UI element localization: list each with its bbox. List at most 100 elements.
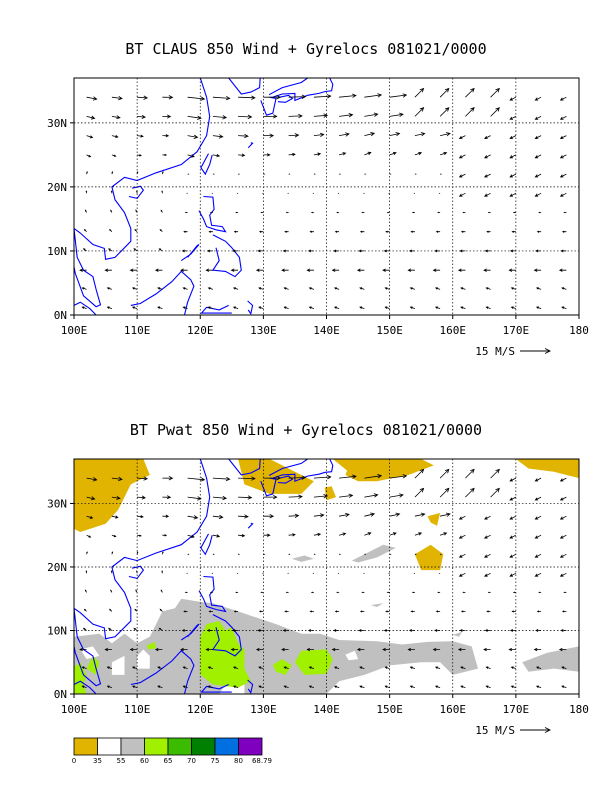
wind-vector <box>509 515 517 520</box>
wind-vector <box>462 591 466 594</box>
wind-vector <box>162 114 172 119</box>
wind-vector <box>111 515 119 519</box>
wind-vector <box>307 629 314 632</box>
wind-vector <box>134 228 138 232</box>
wind-vector <box>364 532 372 536</box>
wind-vector <box>82 627 87 631</box>
wind-vector <box>535 666 542 669</box>
colorbar-label: 80 <box>234 757 243 765</box>
wind-vector <box>414 468 425 479</box>
wind-vector <box>334 230 340 233</box>
wind-vector <box>434 666 441 669</box>
wind-vector <box>384 685 390 688</box>
wind-vector <box>137 534 142 537</box>
coastline <box>130 650 195 694</box>
wind-vector <box>512 211 516 214</box>
coastline <box>74 78 211 260</box>
pwat-shade-35-55 <box>137 649 150 669</box>
pwat-shade-55-60 <box>291 555 314 562</box>
coastline <box>74 459 211 640</box>
wind-vector <box>359 230 365 233</box>
wind-vector <box>509 534 517 539</box>
wind-vector <box>309 230 314 233</box>
wind-vector <box>558 647 567 652</box>
wind-vector <box>108 248 113 252</box>
wind-vector <box>359 685 365 688</box>
wind-vector <box>137 476 149 481</box>
x-tick-label: 140E <box>313 324 340 337</box>
wind-vector <box>414 132 426 137</box>
wind-vector <box>187 515 199 520</box>
wind-vector <box>263 133 275 138</box>
wind-vector <box>462 211 466 214</box>
wind-vector <box>187 134 199 139</box>
wind-vector <box>559 96 567 101</box>
wind-vector <box>161 570 163 574</box>
coastline <box>74 608 102 687</box>
wind-vector <box>386 211 390 214</box>
wind-vector <box>309 610 314 613</box>
wind-vector <box>534 192 542 197</box>
wind-vector <box>104 268 112 272</box>
wind-vector <box>313 532 322 537</box>
wind-vector <box>484 192 491 197</box>
wind-vector <box>288 133 300 138</box>
wind-vector <box>137 134 144 138</box>
wind-vector <box>509 135 517 139</box>
wind-vector <box>104 647 112 652</box>
wind-vector <box>534 572 542 577</box>
wind-vector <box>432 268 441 272</box>
coastline <box>268 78 334 102</box>
wind-vector <box>207 306 214 309</box>
wind-vector <box>187 96 206 101</box>
wind-vector <box>111 95 123 101</box>
wind-vector <box>458 534 466 539</box>
wind-vector <box>509 629 516 632</box>
wind-vector <box>161 190 163 194</box>
wind-vector <box>208 230 213 233</box>
wind-vector <box>534 173 542 178</box>
wind-vector <box>232 666 239 669</box>
wind-vector <box>207 685 214 688</box>
wind-vector <box>263 95 282 100</box>
x-tick-label: 100E <box>61 703 88 716</box>
coastline <box>277 475 294 484</box>
wind-vector <box>535 249 542 253</box>
wind-vector <box>333 666 340 669</box>
wind-vector <box>384 306 390 309</box>
wind-vector <box>339 132 350 137</box>
wind-vector <box>182 287 188 290</box>
wind-vector <box>212 476 231 482</box>
wind-vector <box>111 154 117 157</box>
wind-vector <box>162 153 168 157</box>
wind-vector <box>160 589 163 593</box>
wind-vector <box>465 487 475 498</box>
wind-vector <box>187 496 202 501</box>
wind-vector <box>339 512 350 518</box>
wind-vector <box>358 249 365 253</box>
wind-vector <box>187 477 206 482</box>
wind-vector <box>331 647 340 652</box>
wind-vector <box>460 287 466 290</box>
reference-vector-arrow <box>520 727 552 733</box>
wind-vector <box>131 685 138 688</box>
wind-vector <box>458 192 466 197</box>
wind-vector <box>411 211 415 214</box>
wind-vector <box>232 629 239 632</box>
wind-vector <box>484 154 491 159</box>
wind-vector <box>533 647 542 652</box>
wind-vector <box>465 107 475 117</box>
wind-vector <box>534 477 542 482</box>
wind-vector <box>559 572 567 577</box>
wind-vector <box>136 171 139 175</box>
coastline <box>247 300 254 315</box>
wind-vector <box>563 591 567 594</box>
wind-vector <box>534 534 542 539</box>
wind-vector <box>333 629 340 632</box>
coastline <box>74 301 97 315</box>
wind-vector <box>206 249 213 253</box>
wind-vector <box>563 211 567 214</box>
wind-vector <box>559 515 567 520</box>
x-tick-label: 130E <box>250 324 277 337</box>
wind-vector <box>157 666 163 669</box>
